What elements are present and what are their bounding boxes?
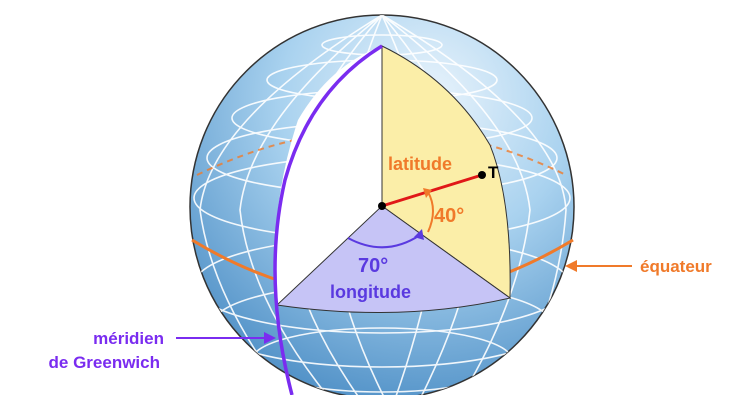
longitude-arrowhead: [414, 229, 424, 240]
point-t-dot: [478, 171, 486, 179]
latitude-wedge: [381, 45, 511, 299]
latitude-arrowhead: [423, 188, 432, 198]
equator-pointer-arrowhead: [565, 260, 577, 272]
longitude-angle-label: 70°: [358, 255, 388, 277]
radius-line: [381, 173, 483, 208]
meridian-label-line2: de Greenwich: [49, 353, 160, 372]
center-point: [378, 202, 386, 210]
meridian-label-line1: méridien: [93, 329, 164, 348]
longitude-wedge: [275, 205, 512, 314]
latitude-angle-label: 40°: [434, 205, 464, 227]
greenwich-meridian: [273, 44, 383, 395]
point-t-label: T: [488, 163, 499, 182]
greenwich-pointer-arrowhead: [264, 332, 276, 344]
latitude-label: latitude: [388, 154, 452, 174]
latitude-angle-arc: [427, 191, 434, 233]
equator-label: équateur: [640, 257, 712, 276]
longitude-label: longitude: [330, 282, 411, 302]
cut-face: [274, 46, 382, 305]
longitude-angle-arc: [347, 234, 421, 249]
